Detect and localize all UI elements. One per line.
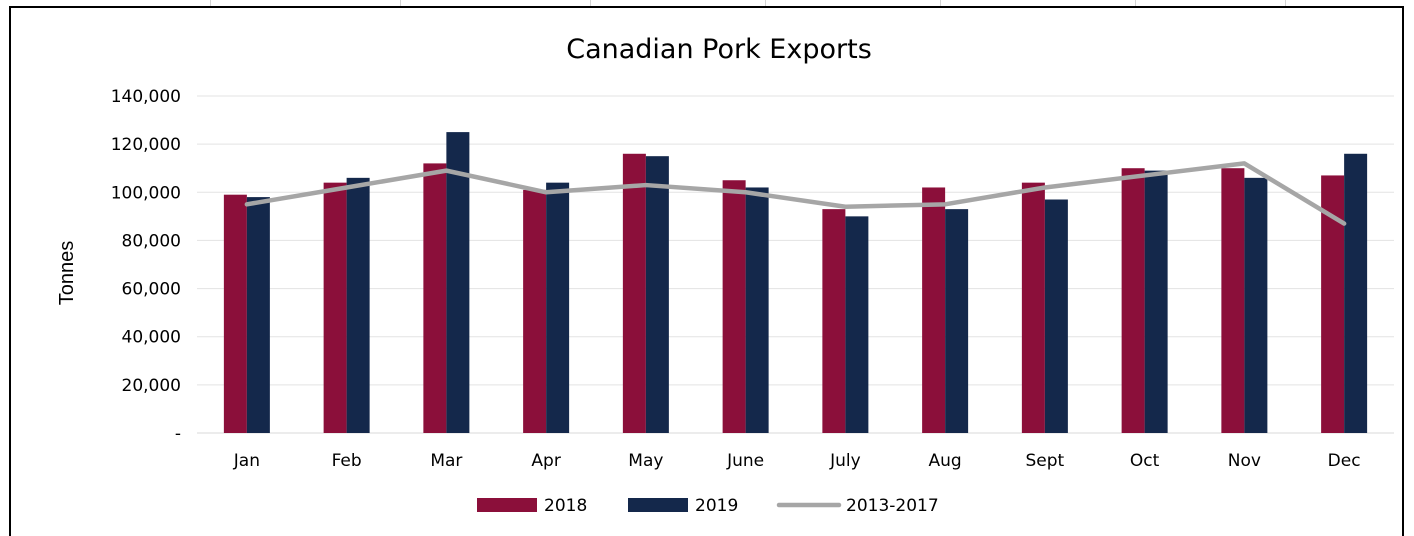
y-axis-ticks: - 20,000 40,000 60,000 80,000 100,000 120,000 1…	[111, 87, 181, 444]
y-tick-label: -	[175, 424, 181, 444]
bar-2019-Apr	[546, 182, 570, 433]
average-line	[244, 161, 1347, 226]
bar-2019-Sept	[1044, 199, 1068, 433]
y-tick-label: 120,000	[111, 135, 181, 155]
bar-2018-Mar	[423, 163, 447, 433]
bar-2019-Aug	[945, 209, 969, 433]
x-tick-label: Nov	[1228, 451, 1261, 471]
bar-2018-Dec	[1321, 175, 1345, 433]
y-tick-label: 100,000	[111, 183, 181, 203]
bar-2018-Nov	[1221, 168, 1245, 433]
chart-canvas: - 20,000 40,000 60,000 80,000 100,000 120,000 1…	[56, 34, 1394, 516]
x-tick-label: Sept	[1026, 451, 1065, 471]
legend-swatch-2018	[477, 498, 537, 512]
x-tick-label: May	[628, 451, 663, 471]
x-tick-label: Aug	[929, 451, 962, 471]
x-tick-label: June	[726, 451, 764, 471]
y-tick-label: 40,000	[122, 328, 181, 348]
bar-2019-Dec	[1344, 153, 1368, 433]
bar-2019-Oct	[1144, 170, 1168, 433]
sheet-gridline	[1285, 0, 1286, 6]
y-tick-label: 20,000	[122, 376, 181, 396]
bar-2019-Jan	[246, 197, 270, 433]
sheet-gridline	[765, 0, 766, 6]
x-tick-label: Oct	[1130, 451, 1160, 471]
sheet-gridline	[210, 0, 211, 6]
y-tick-label: 60,000	[122, 280, 181, 300]
line-series-2013-2017	[244, 161, 1347, 226]
bar-2018-Apr	[523, 189, 547, 433]
legend-label-2018: 2018	[544, 496, 587, 516]
bar-2019-May	[645, 156, 669, 433]
bar-2018-June	[722, 180, 746, 433]
sheet-gridline	[1135, 0, 1136, 6]
sheet-gridline	[940, 0, 941, 6]
legend-label-2013-2017: 2013-2017	[846, 496, 939, 516]
x-tick-label: Apr	[531, 451, 560, 471]
bars	[223, 132, 1368, 433]
sheet-gridline	[400, 0, 401, 6]
bar-2019-Nov	[1244, 177, 1268, 433]
legend-swatch-2019	[628, 498, 688, 512]
bar-2019-June	[745, 187, 769, 433]
gridlines	[197, 95, 1394, 434]
bar-2019-Mar	[446, 132, 470, 433]
bar-2018-July	[822, 209, 846, 433]
legend-label-2019: 2019	[695, 496, 738, 516]
x-tick-label: Dec	[1328, 451, 1361, 471]
bar-2019-July	[845, 216, 869, 433]
chart-title: Canadian Pork Exports	[566, 34, 872, 65]
y-axis-title: Tonnes	[56, 241, 78, 306]
legend: 2018 2019 2013-2017	[477, 496, 939, 516]
sheet-gridline	[590, 0, 591, 6]
bar-2019-Feb	[346, 177, 370, 433]
x-tick-label: Mar	[430, 451, 462, 471]
bar-2018-Oct	[1121, 168, 1145, 433]
bar-2018-Feb	[323, 182, 347, 433]
bar-2018-Aug	[922, 187, 946, 433]
y-tick-label: 80,000	[122, 231, 181, 251]
x-axis-ticks: Jan Feb Mar Apr May June July Aug Sept Oct Nov Dec	[233, 451, 1361, 471]
x-tick-label: July	[829, 451, 861, 471]
y-tick-label: 140,000	[111, 87, 181, 107]
x-tick-label: Jan	[233, 451, 260, 471]
bar-2018-Jan	[223, 194, 247, 433]
x-tick-label: Feb	[332, 451, 362, 471]
bar-2018-Sept	[1021, 182, 1045, 433]
bar-2018-May	[622, 153, 646, 433]
chart-frame[interactable]: - 20,000 40,000 60,000 80,000 100,000 120,000 1…	[9, 6, 1404, 536]
